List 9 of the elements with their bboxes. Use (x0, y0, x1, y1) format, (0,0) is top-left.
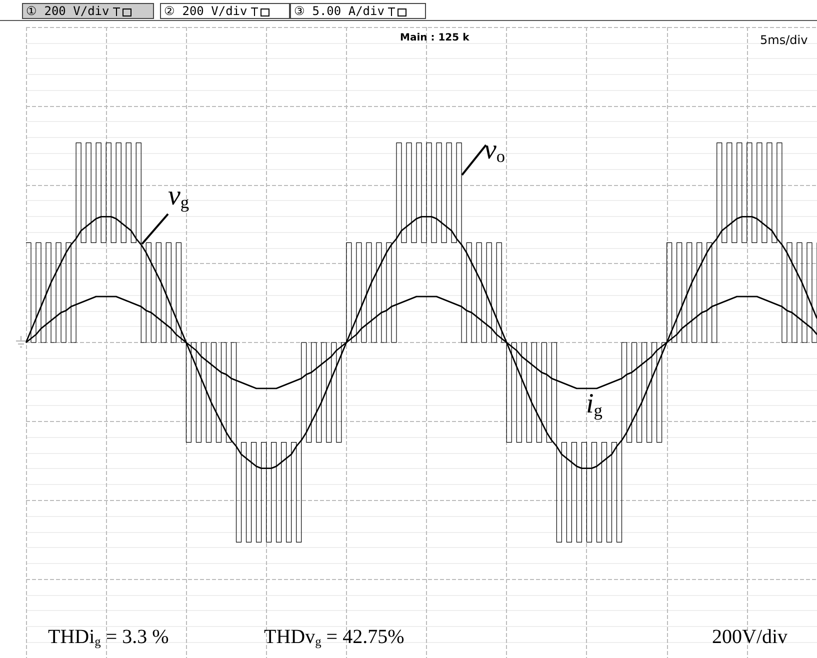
text: ③ 5.00 A/div (294, 4, 384, 18)
series-label: vg (168, 180, 190, 212)
series-label: ig (586, 388, 603, 420)
text: 200V/div (712, 626, 788, 648)
text: Main : 125 k (400, 32, 470, 44)
text: ② 200 V/div (164, 4, 248, 18)
text: ① 200 V/div (26, 4, 110, 18)
legend-label: vo (484, 134, 506, 166)
text: 5ms/div (760, 33, 808, 47)
